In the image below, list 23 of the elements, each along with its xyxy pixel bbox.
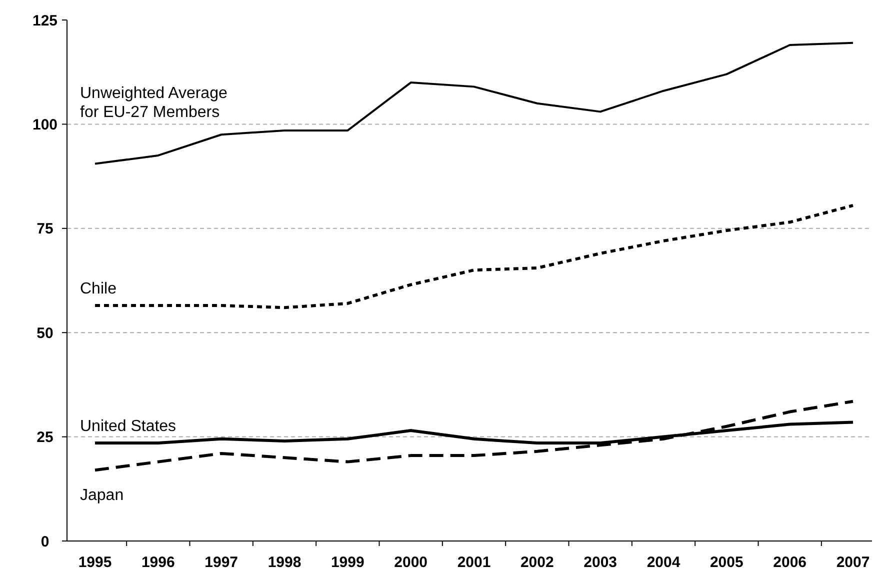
x-tick-label: 1998 <box>268 554 302 571</box>
x-tick-label: 2003 <box>584 554 618 571</box>
x-tick-label: 1996 <box>141 554 175 571</box>
x-tick-label: 2005 <box>710 554 744 571</box>
series-label: Japan <box>80 487 124 504</box>
x-tick-label: 2006 <box>773 554 807 571</box>
y-tick-label: 25 <box>36 429 54 446</box>
series-label: Unweighted Average for EU-27 Members <box>80 84 228 121</box>
y-tick-label: 100 <box>32 116 58 134</box>
y-tick-label: 0 <box>40 533 50 550</box>
y-tick-label: 50 <box>36 324 54 342</box>
x-tick-label: 1999 <box>330 554 364 571</box>
x-tick-label: 1997 <box>204 554 238 571</box>
y-tick-label: 125 <box>32 12 58 30</box>
x-tick-label: 2000 <box>394 554 428 571</box>
series-label: United States <box>80 418 176 436</box>
y-tick-label: 75 <box>36 220 54 238</box>
x-tick-label: 2007 <box>836 554 870 571</box>
x-tick-label: 2004 <box>646 554 681 571</box>
x-tick-label: 2002 <box>520 554 554 571</box>
x-tick-label: 2001 <box>457 554 491 571</box>
series-label: Chile <box>80 280 117 298</box>
x-tick-label: 1995 <box>78 554 112 571</box>
